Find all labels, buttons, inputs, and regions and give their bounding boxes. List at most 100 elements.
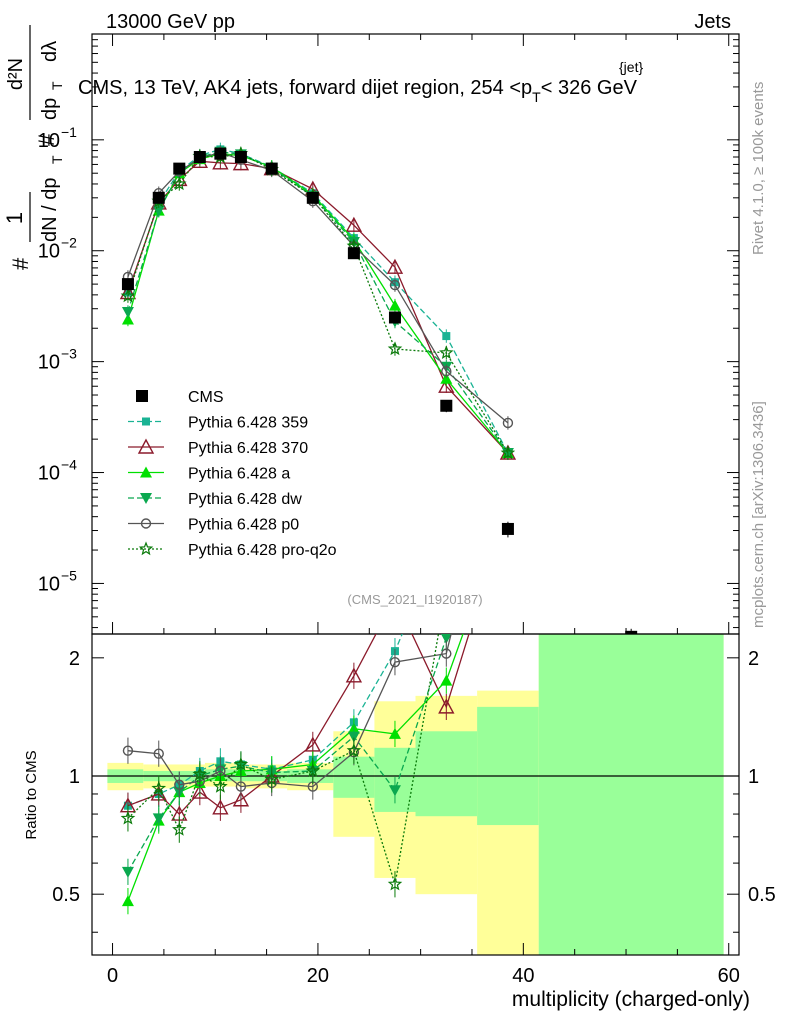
cms-marker-3	[193, 151, 206, 164]
ratio-marker-2-0	[121, 895, 134, 907]
y-tick-label--5: 10	[38, 573, 60, 595]
ylabel-hash2: #	[34, 133, 59, 146]
band-stat-9	[538, 634, 724, 955]
legend-marker-2	[140, 466, 152, 478]
series-marker-2-0	[121, 313, 134, 325]
main-series-layer	[119, 142, 638, 634]
series-line-3	[127, 151, 509, 454]
ratio-marker-3-9	[388, 785, 401, 797]
plot-title-end: < 326 GeV	[541, 77, 638, 99]
series-marker-2-9	[388, 299, 401, 311]
legend-label-0: Pythia 6.428 359	[188, 415, 308, 432]
ratio-marker-1-11	[501, 502, 515, 515]
y-tick-label--1: 10	[38, 130, 60, 152]
ratio-marker-0-10	[442, 525, 450, 533]
ratio-marker-3-0	[121, 866, 134, 878]
y-tick-exp--1: −1	[61, 124, 77, 140]
series-marker-2-10	[440, 372, 453, 384]
plot-title-sub: T	[532, 89, 541, 105]
series-marker-4-9	[389, 279, 401, 291]
legend-label-4: Pythia 6.428 p0	[188, 517, 299, 534]
ratio-marker-5-1	[151, 780, 167, 795]
ratio-line-0	[127, 634, 403, 807]
x-tick-label-60: 60	[718, 965, 740, 987]
legend-marker-4	[140, 518, 152, 529]
ratio-marker-4-5	[235, 781, 247, 792]
legend-marker-5	[138, 541, 154, 556]
legend-marker-3	[140, 493, 152, 504]
ratio-marker-5-8	[346, 743, 362, 757]
ylabel-t1: T	[49, 155, 65, 164]
ratio-marker-4-9	[389, 656, 401, 668]
ratio-marker-2-10	[440, 674, 453, 686]
cms-marker-2	[173, 162, 186, 175]
cms-marker-0	[121, 278, 134, 291]
cms-marker-6	[265, 162, 278, 175]
ylabel-d2n: d²N	[5, 58, 27, 90]
ylabel-one: 1	[2, 212, 27, 224]
header-left: 13000 GeV pp	[106, 11, 235, 33]
cms-marker-9	[388, 311, 401, 324]
ratio-marker-4-2	[174, 779, 185, 790]
mcplots-source-label: mcplots.cern.ch [arXiv:1306.3436]	[750, 401, 767, 628]
ratio-marker-4-0	[122, 745, 134, 756]
legend-marker-1	[137, 438, 155, 454]
header-right: Jets	[694, 11, 731, 33]
legend-label-3: Pythia 6.428 dw	[188, 491, 302, 508]
y-tick-exp--2: −2	[61, 235, 77, 251]
cms-marker-10	[440, 399, 453, 412]
cms-marker-7	[306, 191, 319, 204]
rivet-version-label: Rivet 4.1.0, ≥ 100k events	[750, 82, 767, 255]
cms-marker-1	[152, 191, 165, 204]
plot-title-main: CMS, 13 TeV, AK4 jets, forward dijet reg…	[78, 77, 532, 99]
ratio-marker-3-10	[440, 634, 452, 644]
ratio-marker-5-3	[192, 766, 208, 781]
cms-marker-12	[625, 630, 638, 634]
ratio-marker-5-5	[233, 756, 249, 771]
x-tick-label-0: 0	[107, 965, 118, 987]
legend-marker-0	[142, 417, 150, 426]
cms-marker-11	[501, 522, 514, 535]
ratio-marker-3-1	[152, 813, 165, 825]
x-tick-label-20: 20	[307, 965, 329, 987]
cms-marker-4	[214, 147, 227, 160]
y-tick-exp--3: −3	[61, 346, 77, 362]
plot-title-sup: {jet}	[619, 59, 643, 75]
series-marker-1-8	[345, 216, 363, 232]
ylabel-dp: dp	[39, 98, 61, 120]
ratio-marker-5-7	[305, 763, 321, 778]
y-tick-label--2: 10	[38, 241, 60, 263]
legend-marker-cms	[136, 390, 148, 402]
y-tick-exp--4: −4	[61, 457, 77, 473]
ratio-tick-label-1: 1	[69, 766, 80, 788]
ratio-series-layer	[119, 397, 515, 915]
ratio-marker-5-11	[502, 503, 513, 514]
ratio-marker-5-9	[387, 876, 403, 891]
ratio-plot-frame	[91, 633, 740, 956]
legend-label-2: Pythia 6.428 a	[188, 466, 290, 483]
series-marker-5-11	[500, 445, 516, 460]
ratio-marker-3-11	[502, 504, 514, 515]
ratio-marker-1-5	[232, 791, 250, 807]
ratio-tick-label-2: 2	[69, 648, 80, 670]
ratio-marker-5-4	[213, 778, 228, 793]
ratio-marker-1-7	[304, 736, 321, 752]
series-line-2	[127, 153, 509, 454]
band-stat-8	[477, 706, 539, 826]
ratio-tick-label-0.5: 0.5	[52, 884, 80, 906]
ratio-marker-2-9	[388, 727, 401, 739]
ratio-marker-3-8	[347, 731, 360, 743]
ratio-marker-4-10	[441, 648, 452, 659]
plot-title: CMS, 13 TeV, AK4 jets, forward dijet reg…	[78, 77, 638, 105]
y-axis-label: # 1 dN / dp T # d²N dp T dλ	[2, 25, 65, 270]
ylabel-dlambda: dλ	[39, 41, 61, 62]
ratio-marker-1-3	[191, 783, 209, 799]
x-tick-label-40: 40	[512, 965, 534, 987]
ratio-marker-4-11	[503, 397, 512, 406]
series-marker-5-0	[120, 288, 136, 303]
series-marker-3-1	[152, 205, 165, 217]
x-axis-label: multiplicity (charged-only)	[512, 988, 750, 1011]
series-marker-5-9	[387, 341, 403, 356]
